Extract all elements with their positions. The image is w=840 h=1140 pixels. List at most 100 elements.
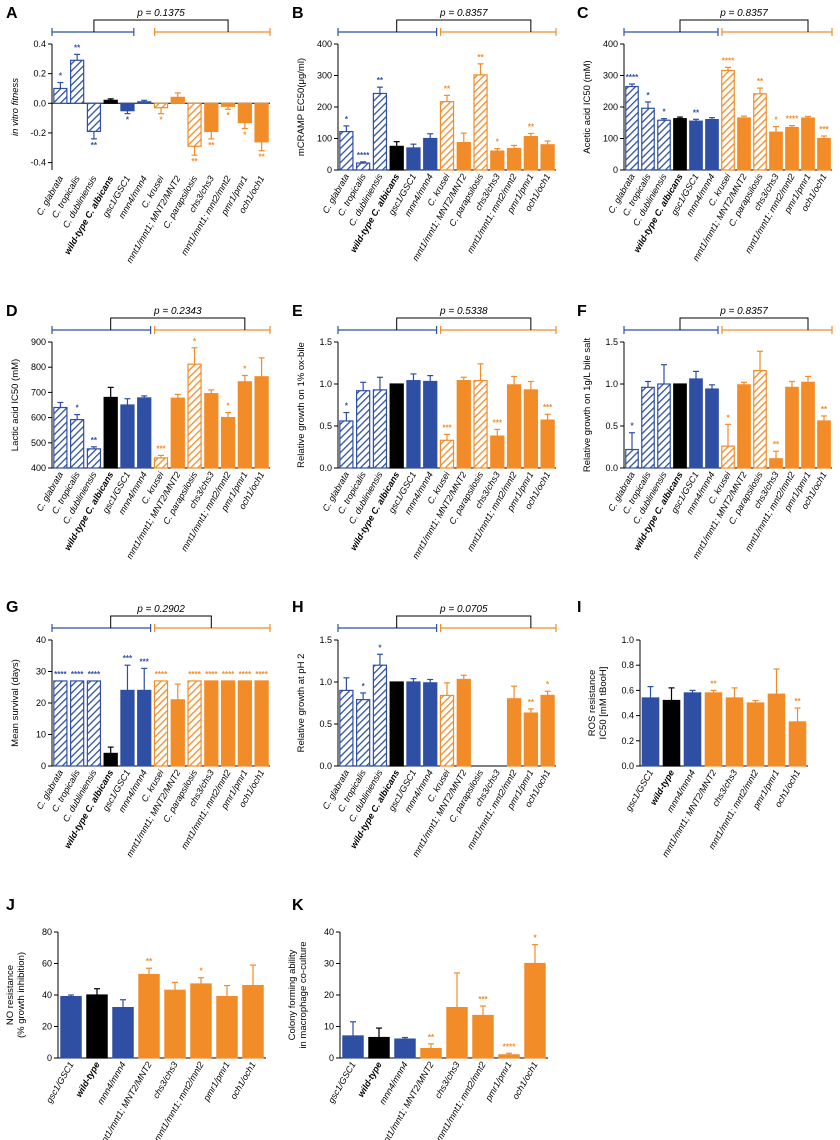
pvalue-bracket [396,615,532,628]
y-axis-label: Mean survival (days) [10,659,21,747]
bar [689,120,703,171]
bar [220,102,236,107]
y-tick-label: 100 [317,134,332,144]
y-tick-label: 1.0 [319,379,332,389]
significance-label: * [227,111,231,120]
significance-label: * [59,72,63,81]
bar [473,380,488,469]
significance-label: ** [377,76,384,85]
panel-letter: A [6,5,18,22]
panel-h: H 0.0 0.5 1.0 1.5 Relative growth at pH 2 p = … [292,599,557,859]
bar [187,680,202,767]
category-label: och1/och1 [510,1060,539,1101]
bar [406,147,421,171]
significance-label: ** [91,436,98,445]
y-axis-label: ROS resistance [587,670,598,737]
panel-letter: K [292,897,304,914]
y-tick-label: 20 [42,1022,52,1032]
bar [137,101,152,104]
bar [439,101,455,171]
bar [689,378,703,469]
y-tick-label: 0.0 [319,761,332,771]
significance-label: **** [54,670,67,679]
y-tick-label: 80 [42,927,52,937]
bar [472,1014,494,1059]
bar [769,458,783,469]
bar [767,693,786,767]
bar [506,147,522,171]
y-tick-label: 0 [329,1053,334,1063]
significance-label: * [646,91,650,100]
bar [423,682,438,767]
bar [641,697,660,767]
significance-label: *** [543,403,553,412]
panel-letter: H [292,599,304,616]
panel-i: I 0.0 0.2 0.4 0.6 0.8 1.0 ROS resistance IC50 [m… [577,599,808,859]
y-tick-label: 10 [324,1022,334,1032]
y-tick-label: 1.5 [319,337,332,347]
significance-label: ** [794,697,801,706]
bar [725,697,744,767]
bar [60,995,82,1059]
bar [339,689,354,767]
bar [641,386,655,469]
bar [153,457,169,469]
significance-label: * [546,680,550,689]
bar [801,381,815,469]
significance-label: * [126,116,130,125]
y-tick-label: 0.5 [319,719,332,729]
panel-letter: C [577,5,589,22]
bar [339,420,354,469]
y-axis-label: IC50 [mM tBooH] [598,667,609,740]
y-axis-label: Acetic acid IC50 (mM) [582,60,593,153]
bar [70,419,85,469]
significance-label: ** [693,108,700,117]
significance-label: **** [71,670,84,679]
y-tick-label: 800 [31,362,46,372]
bar [657,383,671,469]
y-tick-label: 0.0 [319,463,332,473]
y-tick-label: 1.0 [605,379,618,389]
bar [523,712,538,767]
panel-k: K 0 10 20 30 40 Colony forming ability in macro… [287,897,548,1140]
significance-label: **** [626,73,639,82]
bar [204,680,219,767]
bar [657,119,671,171]
bar [490,435,505,469]
bar [625,85,639,171]
pvalue-bracket [396,317,532,330]
bar [372,92,388,171]
bar [86,448,102,469]
bar [356,390,371,469]
bar [170,96,185,104]
bar [817,420,831,469]
significance-label: * [630,422,634,431]
y-axis-label: Relative growth on 1g/L bile salt [582,337,593,472]
y-tick-label: 0 [47,1053,52,1063]
y-tick-label: 60 [42,959,52,969]
bar [138,973,160,1059]
bar [737,384,751,469]
panel-letter: F [577,303,587,320]
y-tick-label: 200 [603,102,618,112]
significance-label: ** [528,698,535,707]
bar [817,137,831,171]
bar [662,699,681,767]
category-label: wild-type [356,1060,384,1099]
y-tick-label: 20 [36,698,46,708]
bar [254,680,269,767]
y-axis-label: Colony forming ability [287,949,298,1040]
panel-j: J 0 20 40 60 80 NO resistance (% growth inhibit… [5,897,266,1140]
bar [216,995,238,1059]
bar [389,383,404,469]
y-tick-label: 0.0 [621,761,634,771]
significance-label: **** [205,670,218,679]
y-tick-label: 300 [603,71,618,81]
category-label: pmr1/pmr1 [201,1060,232,1104]
bar [705,388,719,469]
y-tick-label: 0.4 [621,711,634,721]
panel-c: C 0 100 200 300 400 Acetic acid IC50 (mM) p = 0… [577,5,833,263]
significance-label: **** [88,670,101,679]
y-tick-label: 1.0 [319,677,332,687]
bar [137,689,152,767]
